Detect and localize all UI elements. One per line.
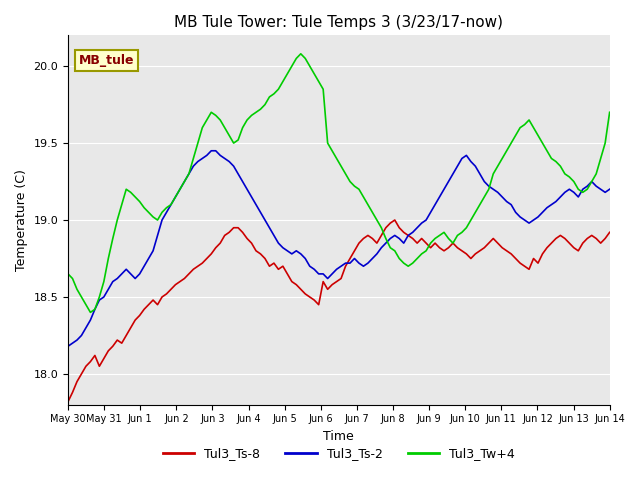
X-axis label: Time: Time: [323, 430, 354, 443]
Tul3_Ts-8: [239, 229, 246, 235]
Tul3_Tw+4: [297, 51, 305, 57]
Tul3_Tw+4: [606, 109, 614, 115]
Tul3_Tw+4: [86, 310, 94, 315]
Tul3_Tw+4: [243, 117, 251, 123]
Tul3_Ts-8: [360, 236, 367, 241]
Legend: Tul3_Ts-8, Tul3_Ts-2, Tul3_Tw+4: Tul3_Ts-8, Tul3_Ts-2, Tul3_Tw+4: [158, 442, 520, 465]
Y-axis label: Temperature (C): Temperature (C): [15, 169, 28, 271]
Tul3_Ts-2: [570, 190, 578, 195]
Tul3_Tw+4: [597, 156, 605, 161]
Tul3_Ts-8: [570, 245, 578, 251]
Tul3_Ts-2: [413, 225, 421, 230]
Tul3_Tw+4: [418, 251, 426, 257]
Tul3_Ts-2: [593, 183, 600, 189]
Line: Tul3_Ts-2: Tul3_Ts-2: [68, 151, 610, 346]
Tul3_Tw+4: [194, 140, 202, 146]
Tul3_Ts-2: [606, 186, 614, 192]
Tul3_Tw+4: [64, 271, 72, 277]
Tul3_Ts-8: [413, 240, 421, 246]
Line: Tul3_Ts-8: Tul3_Ts-8: [68, 220, 610, 402]
Tul3_Tw+4: [575, 186, 582, 192]
Tul3_Ts-2: [207, 148, 215, 154]
Tul3_Ts-2: [243, 186, 251, 192]
Text: MB_tule: MB_tule: [79, 54, 134, 67]
Tul3_Ts-8: [391, 217, 399, 223]
Tul3_Ts-8: [593, 236, 600, 241]
Tul3_Ts-8: [64, 399, 72, 405]
Title: MB Tule Tower: Tule Temps 3 (3/23/17-now): MB Tule Tower: Tule Temps 3 (3/23/17-now…: [174, 15, 503, 30]
Tul3_Ts-2: [189, 163, 197, 169]
Tul3_Ts-2: [364, 260, 372, 266]
Tul3_Ts-8: [606, 229, 614, 235]
Tul3_Tw+4: [369, 209, 376, 215]
Tul3_Ts-2: [64, 343, 72, 349]
Tul3_Ts-8: [189, 266, 197, 272]
Line: Tul3_Tw+4: Tul3_Tw+4: [68, 54, 610, 312]
